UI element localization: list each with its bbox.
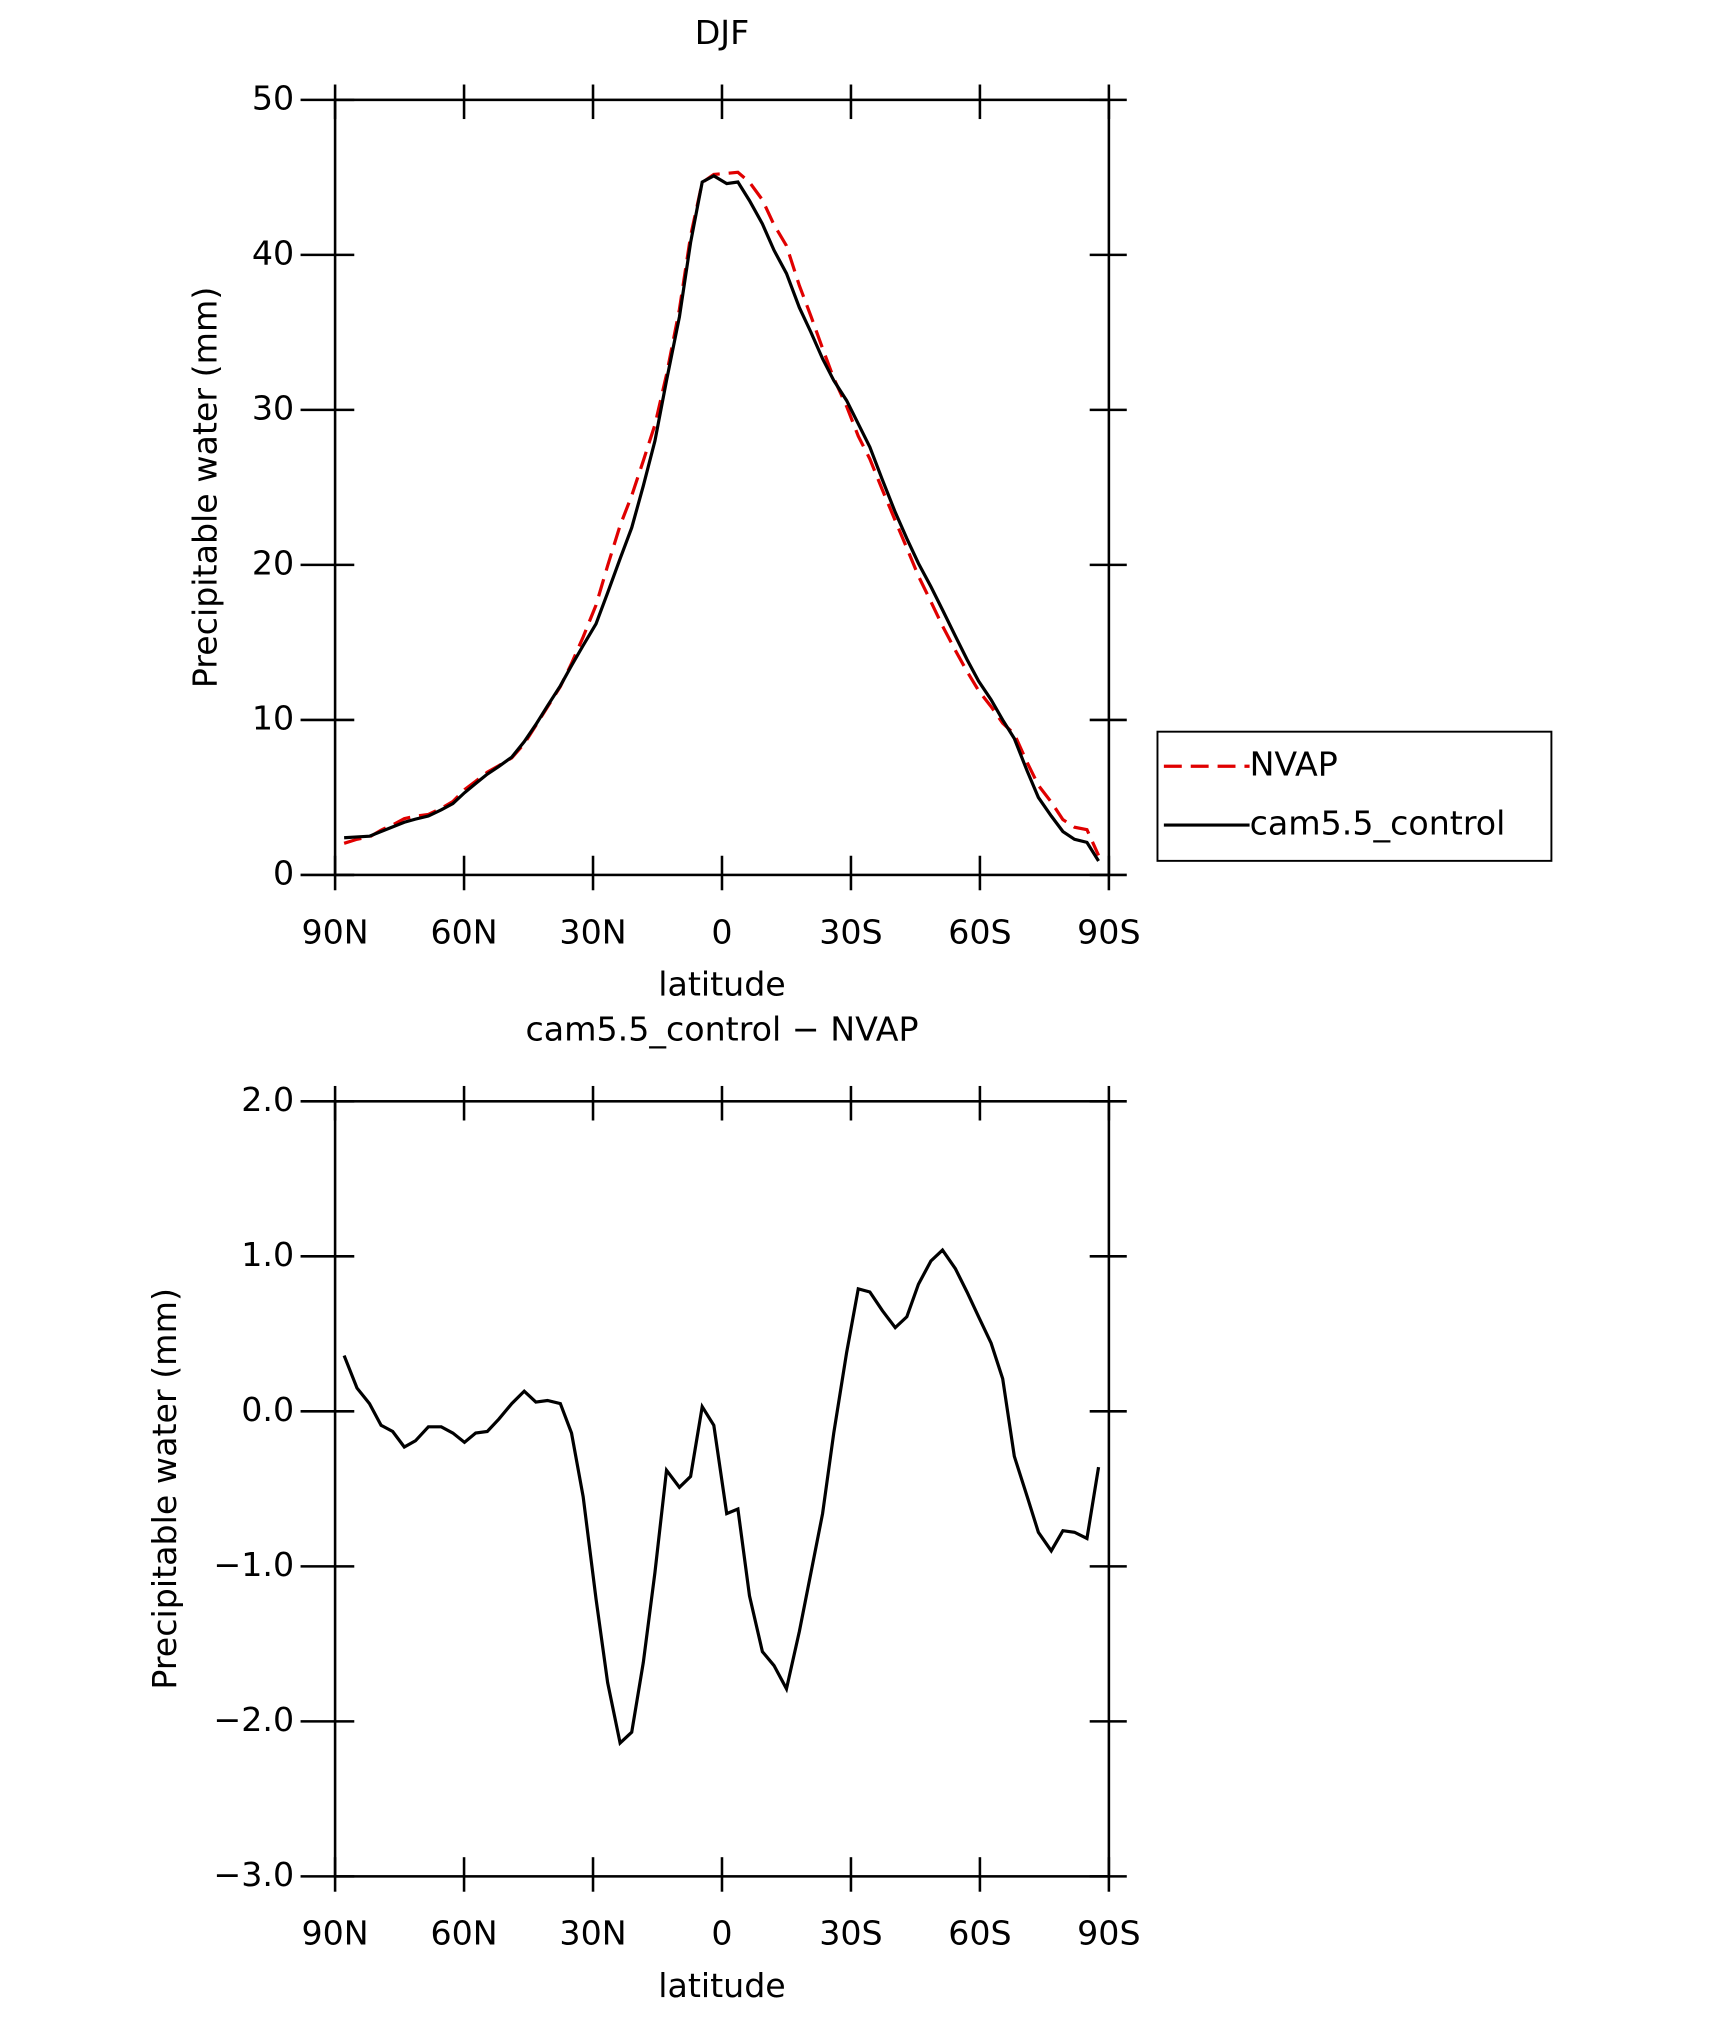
x-tick-label: 30N (559, 1914, 626, 1953)
x-tick-label: 0 (711, 912, 732, 951)
legend-label: cam5.5_control (1250, 804, 1506, 843)
y-tick-label: 1.0 (241, 1235, 294, 1274)
x-tick-label: 90N (301, 912, 368, 951)
y-tick-label: −3.0 (213, 1855, 294, 1894)
y-axis-label: Precipitable water (mm) (186, 287, 225, 689)
y-axis-label: Precipitable water (mm) (145, 1288, 184, 1690)
x-tick-label: 0 (711, 1914, 732, 1953)
plot-frame (333, 1100, 1111, 1878)
y-tick-label: 0 (273, 853, 294, 892)
y-tick-label: 40 (252, 233, 294, 272)
x-axis-label: latitude (658, 1966, 786, 2005)
y-tick-label: 2.0 (241, 1080, 294, 1119)
x-tick-label: 30N (559, 912, 626, 951)
y-tick-label: −2.0 (213, 1700, 294, 1739)
y-tick-label: 30 (252, 388, 294, 427)
x-tick-label: 30S (819, 912, 882, 951)
x-tick-label: 30S (819, 1914, 882, 1953)
data-line (342, 1247, 1101, 1747)
x-tick-label: 90N (301, 1914, 368, 1953)
legend-label: NVAP (1250, 745, 1338, 784)
chart-title: DJF (695, 13, 750, 52)
y-tick-label: −1.0 (213, 1545, 294, 1584)
data-line (343, 170, 1101, 857)
y-tick-label: 10 (252, 698, 294, 737)
x-tick-label: 90S (1077, 1914, 1140, 1953)
x-tick-label: 60S (948, 912, 1011, 951)
data-line (344, 173, 1100, 862)
chart-title: cam5.5_control − NVAP (525, 1009, 918, 1048)
x-tick-label: 60S (948, 1914, 1011, 1953)
y-tick-label: 50 (252, 78, 294, 117)
legend-box (1156, 730, 1553, 862)
x-tick-label: 60N (430, 912, 497, 951)
x-axis-label: latitude (658, 965, 786, 1004)
x-tick-label: 60N (430, 1914, 497, 1953)
x-tick-label: 90S (1077, 912, 1140, 951)
y-tick-label: 0.0 (241, 1390, 294, 1429)
plot-frame (333, 98, 1111, 877)
y-tick-label: 20 (252, 543, 294, 582)
